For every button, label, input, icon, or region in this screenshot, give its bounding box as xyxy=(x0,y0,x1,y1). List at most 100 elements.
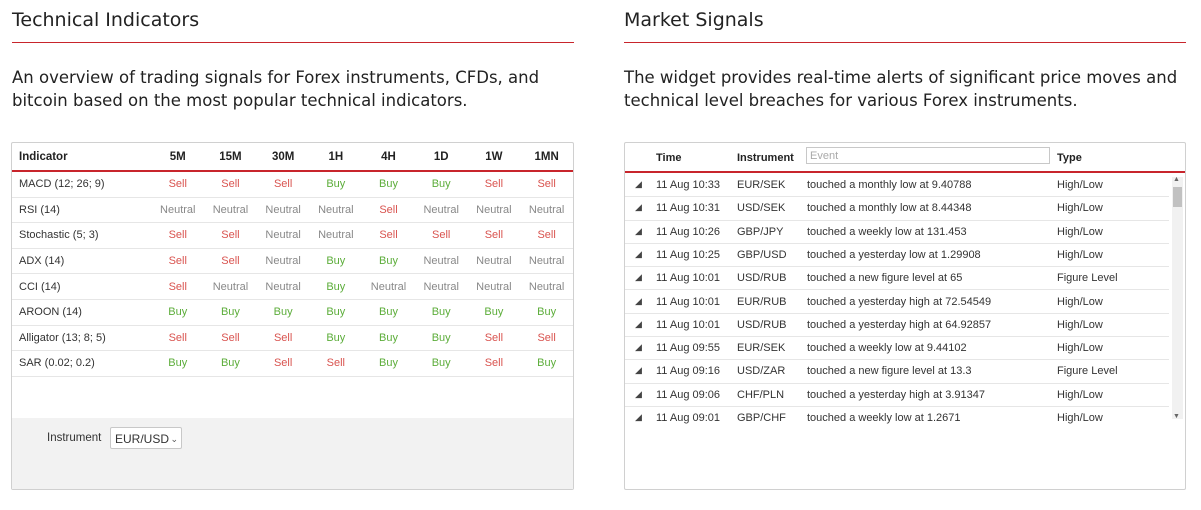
signal-type: High/Low xyxy=(1057,248,1103,261)
signal-time: 11 Aug 09:06 xyxy=(656,388,721,401)
signal-row[interactable]: ◢ 11 Aug 10:01 EUR/RUB touched a yesterday … xyxy=(625,290,1169,314)
signal-cell: Neutral xyxy=(467,197,521,224)
signal-event: touched a weekly low at 131.453 xyxy=(807,225,967,238)
signal-instrument: USD/RUB xyxy=(737,272,787,285)
column-header-1mn: 1MN xyxy=(520,143,573,172)
indicator-name: MACD (12; 26; 9) xyxy=(12,171,152,198)
signal-row[interactable]: ◢ 11 Aug 10:25 GBP/USD touched a yesterday … xyxy=(625,243,1169,268)
signal-bars-icon: ◢ xyxy=(635,202,642,213)
signal-event: touched a weekly low at 9.44102 xyxy=(807,342,967,355)
signal-type: High/Low xyxy=(1057,179,1103,191)
technical-indicators-widget: Indicator 5M 15M 30M 1H 4H 1D 1W 1MN MACD (12; 2… xyxy=(11,142,574,490)
signal-cell: Sell xyxy=(467,171,521,198)
signal-cell: Buy xyxy=(362,299,415,326)
indicator-name: SAR (0.02; 0.2) xyxy=(12,350,152,377)
signal-bars-icon: ◢ xyxy=(635,342,642,353)
signal-bars-icon: ◢ xyxy=(635,412,642,422)
instrument-label: Instrument xyxy=(47,432,102,444)
title-divider xyxy=(12,42,574,43)
signal-type: High/Low xyxy=(1057,412,1103,424)
signals-header-row: Time Instrument Event Type xyxy=(625,143,1185,173)
indicator-name: AROON (14) xyxy=(12,299,152,326)
signal-cell: Buy xyxy=(414,171,468,198)
title-divider xyxy=(624,42,1186,43)
signal-row[interactable]: ◢ 11 Aug 10:33 EUR/SEK touched a monthly lo… xyxy=(625,173,1169,198)
signal-row[interactable]: ◢ 11 Aug 10:31 USD/SEK touched a monthly lo… xyxy=(625,196,1169,221)
indicators-table: Indicator 5M 15M 30M 1H 4H 1D 1W 1MN MACD (12; 2… xyxy=(12,143,573,377)
signal-row[interactable]: ◢ 11 Aug 10:01 USD/RUB touched a yesterday … xyxy=(625,313,1169,338)
signal-cell: Buy xyxy=(256,299,310,326)
indicator-name: Alligator (13; 8; 5) xyxy=(12,325,152,352)
signal-cell: Buy xyxy=(204,299,257,326)
signal-instrument: USD/RUB xyxy=(737,318,787,331)
indicator-row: RSI (14) Neutral Neutral Neutral Neutral Sell… xyxy=(12,197,573,224)
signal-cell: Buy xyxy=(309,325,363,352)
signal-event: touched a monthly low at 9.40788 xyxy=(807,179,972,191)
signal-event: touched a yesterday low at 1.29908 xyxy=(807,248,981,261)
signal-cell: Sell xyxy=(520,171,573,198)
column-header-1d: 1D xyxy=(414,143,468,172)
signal-cell: Sell xyxy=(151,325,205,352)
signal-instrument: EUR/RUB xyxy=(737,295,787,308)
header-type: Type xyxy=(1057,152,1082,164)
column-header-4h: 4H xyxy=(362,143,415,172)
signal-time: 11 Aug 10:01 xyxy=(656,318,721,331)
signal-cell: Sell xyxy=(256,350,310,377)
signal-type: High/Low xyxy=(1057,295,1103,308)
scroll-down-icon[interactable]: ▼ xyxy=(1173,413,1180,420)
signal-cell: Buy xyxy=(309,171,363,198)
signal-cell: Sell xyxy=(151,171,205,198)
signal-cell: Sell xyxy=(151,273,205,300)
signal-type: Figure Level xyxy=(1057,272,1118,285)
signal-row[interactable]: ◢ 11 Aug 09:55 EUR/SEK touched a weekly low… xyxy=(625,336,1169,361)
signal-cell: Neutral xyxy=(256,248,310,275)
signal-instrument: GBP/JPY xyxy=(737,225,784,238)
signal-type: High/Low xyxy=(1057,202,1103,215)
signal-cell: Sell xyxy=(151,248,205,275)
indicator-row: Alligator (13; 8; 5) Sell Sell Sell Buy Buy Bu… xyxy=(12,325,573,352)
signal-cell: Neutral xyxy=(362,273,415,300)
market-signals-widget: Time Instrument Event Type ◢ 11 Aug 10:33… xyxy=(624,142,1186,490)
signal-bars-icon: ◢ xyxy=(635,248,642,259)
signal-cell: Sell xyxy=(204,325,257,352)
signal-cell: Buy xyxy=(414,350,468,377)
signal-cell: Buy xyxy=(151,350,205,377)
technical-indicators-description: An overview of trading signals for Forex… xyxy=(12,68,540,110)
signal-type: High/Low xyxy=(1057,388,1103,401)
scroll-up-icon[interactable]: ▲ xyxy=(1173,176,1180,183)
signal-cell: Sell xyxy=(362,197,415,224)
signal-event: touched a new figure level at 65 xyxy=(807,272,963,285)
signal-instrument: EUR/SEK xyxy=(737,342,786,355)
signal-row[interactable]: ◢ 11 Aug 10:26 GBP/JPY touched a weekly low… xyxy=(625,220,1169,244)
column-header-1h: 1H xyxy=(309,143,363,172)
signal-cell: Sell xyxy=(204,171,257,198)
signal-cell: Neutral xyxy=(256,222,310,249)
signal-cell: Neutral xyxy=(414,197,468,224)
signal-cell: Buy xyxy=(309,248,363,275)
scrollbar-thumb[interactable] xyxy=(1173,187,1182,207)
event-filter-input[interactable]: Event xyxy=(806,147,1050,164)
widget-footer: Instrument EUR/USD ⌄ xyxy=(12,418,573,489)
signal-cell: Buy xyxy=(309,299,363,326)
signal-row[interactable]: ◢ 11 Aug 10:01 USD/RUB touched a new figure… xyxy=(625,266,1169,291)
indicator-row: ADX (14) Sell Sell Neutral Buy Buy Neutral Neut… xyxy=(12,248,573,275)
signal-instrument: CHF/PLN xyxy=(737,388,785,401)
signal-row[interactable]: ◢ 11 Aug 09:06 CHF/PLN touched a yesterday … xyxy=(625,383,1169,407)
signal-type: Figure Level xyxy=(1057,365,1118,378)
signals-scrollbar[interactable]: ▲ ▼ xyxy=(1172,176,1183,420)
signal-instrument: GBP/USD xyxy=(737,248,787,261)
signal-row[interactable]: ◢ 11 Aug 09:01 GBP/CHF touched a weekly low… xyxy=(625,406,1169,429)
technical-indicators-title: Technical Indicators xyxy=(12,9,200,31)
signal-cell: Neutral xyxy=(520,273,573,300)
signal-cell: Buy xyxy=(520,350,573,377)
signal-cell: Buy xyxy=(362,171,415,198)
signal-row[interactable]: ◢ 11 Aug 09:16 USD/ZAR touched a new figure… xyxy=(625,359,1169,384)
indicator-row: CCI (14) Sell Neutral Neutral Buy Neutral Neut… xyxy=(12,273,573,300)
instrument-select[interactable]: EUR/USD ⌄ xyxy=(110,427,182,449)
signal-cell: Sell xyxy=(362,222,415,249)
signal-bars-icon: ◢ xyxy=(635,225,642,236)
signal-cell: Sell xyxy=(204,248,257,275)
signal-time: 11 Aug 09:16 xyxy=(656,365,721,378)
signal-cell: Neutral xyxy=(204,273,257,300)
signal-cell: Buy xyxy=(362,248,415,275)
